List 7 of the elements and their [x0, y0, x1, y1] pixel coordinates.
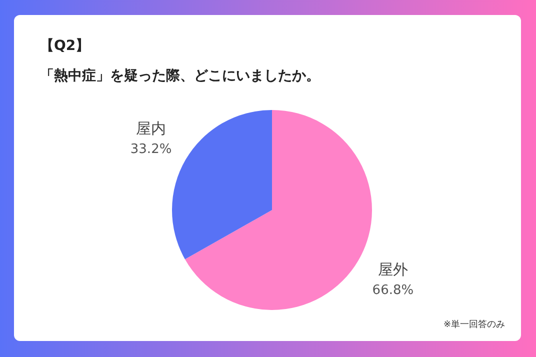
- chart-title: 【Q2】: [40, 37, 90, 55]
- chart-subtitle: 「熱中症」を疑った際、どこにいましたか。: [40, 67, 320, 85]
- text: ※単一回答のみ: [443, 318, 505, 331]
- data-label: 66.8%: [372, 282, 414, 298]
- data-label: 33.2%: [130, 142, 172, 157]
- slice-label: 屋内: [136, 119, 166, 138]
- slice-label: 屋外: [378, 260, 408, 278]
